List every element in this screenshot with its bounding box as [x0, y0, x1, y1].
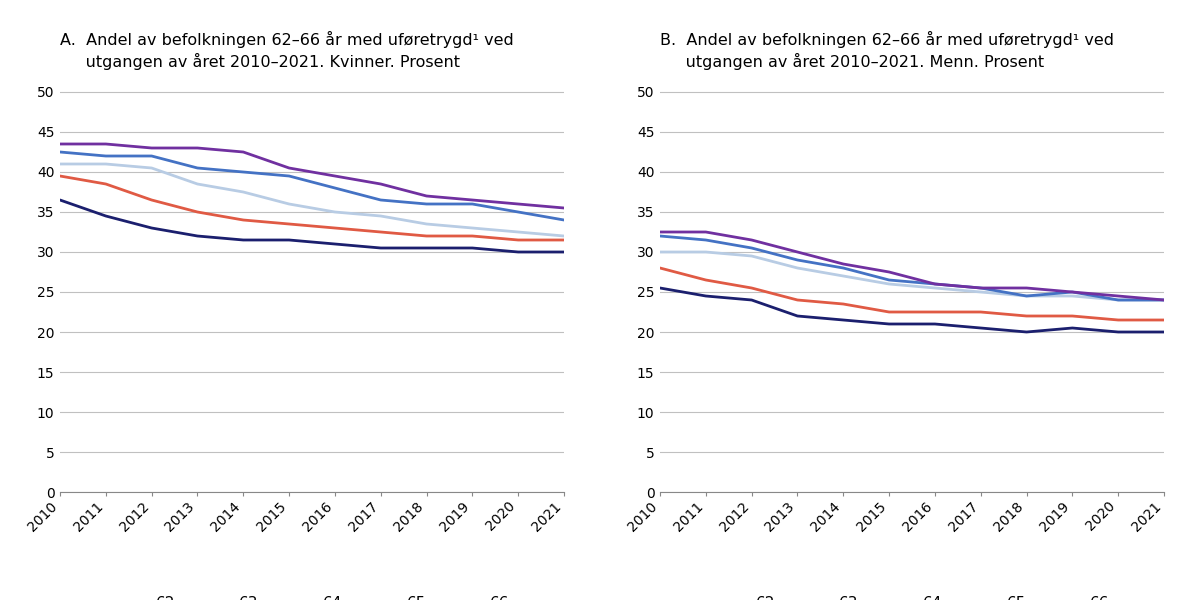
Legend: 62, 63, 64, 65, 66: 62, 63, 64, 65, 66: [108, 589, 516, 600]
Text: B.  Andel av befolkningen 62–66 år med uføretrygd¹ ved
     utgangen av året 201: B. Andel av befolkningen 62–66 år med uf…: [660, 31, 1114, 70]
Text: A.  Andel av befolkningen 62–66 år med uføretrygd¹ ved
     utgangen av året 201: A. Andel av befolkningen 62–66 år med uf…: [60, 31, 514, 70]
Legend: 62, 63, 64, 65, 66: 62, 63, 64, 65, 66: [708, 589, 1116, 600]
